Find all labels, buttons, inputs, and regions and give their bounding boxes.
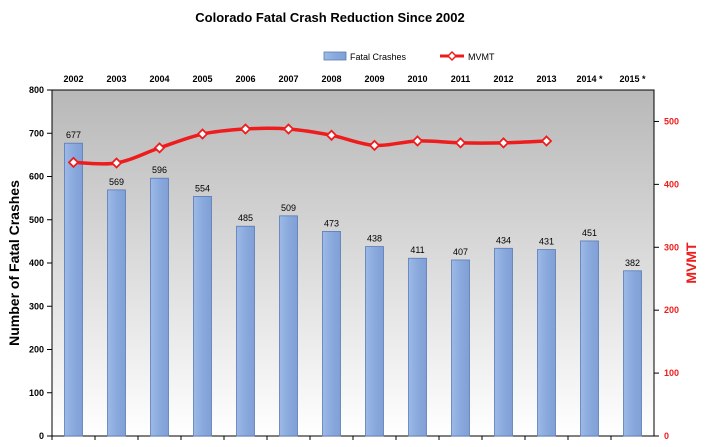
bar-2010 (408, 257, 427, 437)
mvmt-marker (239, 123, 252, 135)
bar-2011 (451, 259, 470, 437)
bar-value-label: 596 (152, 165, 167, 175)
bar-2004 (150, 177, 169, 437)
y2-tick-label: 300 (664, 242, 679, 252)
bar-2002 (64, 142, 83, 437)
bar-2007 (279, 215, 298, 437)
right-axis: 0 100 200 300 400 500 (654, 116, 679, 441)
y2-tick-label: 500 (664, 116, 679, 126)
x-category-label: 2008 (321, 74, 341, 84)
bar-value-label: 509 (281, 203, 296, 213)
x-category-label: 2005 (192, 74, 212, 84)
bar-2012 (494, 247, 513, 437)
mvmt-marker (411, 135, 424, 147)
y2-tick-label: 400 (664, 179, 679, 189)
bar-2013 (537, 249, 556, 437)
y-tick-label: 600 (29, 172, 44, 182)
chart-title: Colorado Fatal Crash Reduction Since 200… (195, 10, 464, 25)
x-category-label: 2007 (278, 74, 298, 84)
y-axis-title: Number of Fatal Crashes (6, 180, 22, 346)
y-tick-label: 500 (29, 215, 44, 225)
bar-value-label: 411 (410, 245, 424, 255)
bar-2009 (365, 246, 384, 437)
bar-value-label: 554 (195, 183, 210, 193)
y2-tick-label: 100 (664, 368, 679, 378)
y-tick-label: 800 (29, 85, 44, 95)
bar-2006 (236, 225, 255, 437)
bar-value-label: 451 (582, 228, 597, 238)
y-tick-label: 200 (29, 345, 44, 355)
x-category-label: 2014 * (576, 74, 603, 84)
bar-2015 (623, 270, 642, 437)
legend-label-fatal-crashes: Fatal Crashes (350, 52, 407, 62)
y2-tick-label: 200 (664, 305, 679, 315)
bar-2003 (107, 189, 126, 437)
mvmt-marker (282, 123, 295, 135)
legend: Fatal Crashes MVMT (323, 50, 495, 62)
x-category-label: 2009 (364, 74, 384, 84)
bar-value-label: 434 (496, 235, 511, 245)
bar-value-label: 407 (453, 247, 468, 257)
mvmt-marker (325, 129, 338, 142)
left-axis: 0 100 200 300 400 500 600 700 800 (29, 85, 52, 441)
mvmt-marker (540, 135, 553, 147)
bar-2005 (193, 195, 212, 437)
mvmt-marker (454, 137, 467, 149)
bar-value-label: 473 (324, 218, 339, 228)
bar-2014 (580, 240, 599, 437)
y-tick-label: 400 (29, 258, 44, 268)
mvmt-marker (497, 137, 510, 149)
x-category-label: 2006 (235, 74, 255, 84)
mvmt-marker (368, 139, 381, 152)
bar-2008 (322, 231, 341, 437)
x-category-label: 2004 (149, 74, 169, 84)
x-category-label: 2010 (407, 74, 427, 84)
x-category-label: 2012 (493, 74, 513, 84)
y2-tick-label: 0 (664, 431, 669, 441)
category-labels: 2002 2003 2004 2005 2006 2007 2008 2009 2010 2011… (51, 74, 646, 440)
bar-data-labels: 677 569 596 554 485 509 473 438 411 407 434 431 451 3… (66, 130, 640, 268)
bar-value-label: 431 (539, 237, 554, 247)
y-tick-label: 700 (29, 128, 44, 138)
legend-marker-mvmt (446, 50, 458, 62)
y-tick-label: 0 (39, 431, 44, 441)
x-category-label: 2015 * (619, 74, 646, 84)
x-category-label: 2002 (63, 74, 83, 84)
legend-label-mvmt: MVMT (468, 52, 495, 62)
x-category-label: 2011 (451, 74, 471, 84)
bar-value-label: 485 (238, 213, 253, 223)
bar-value-label: 438 (367, 234, 382, 244)
mvmt-marker (110, 157, 123, 169)
bar-value-label: 677 (66, 130, 81, 140)
mvmt-marker (196, 128, 209, 140)
x-category-label: 2013 (536, 74, 556, 84)
y-tick-label: 100 (29, 388, 44, 398)
bar-series-fatal-crashes (64, 142, 642, 437)
mvmt-marker (67, 156, 80, 169)
bar-value-label: 382 (625, 258, 640, 268)
line-series-mvmt (67, 123, 553, 169)
y-tick-label: 300 (29, 301, 44, 311)
mvmt-marker (153, 142, 166, 154)
legend-swatch-fatal-crashes (323, 51, 347, 61)
y2-axis-title: MVMT (683, 242, 699, 284)
bar-value-label: 569 (109, 177, 124, 187)
x-category-label: 2003 (106, 74, 126, 84)
